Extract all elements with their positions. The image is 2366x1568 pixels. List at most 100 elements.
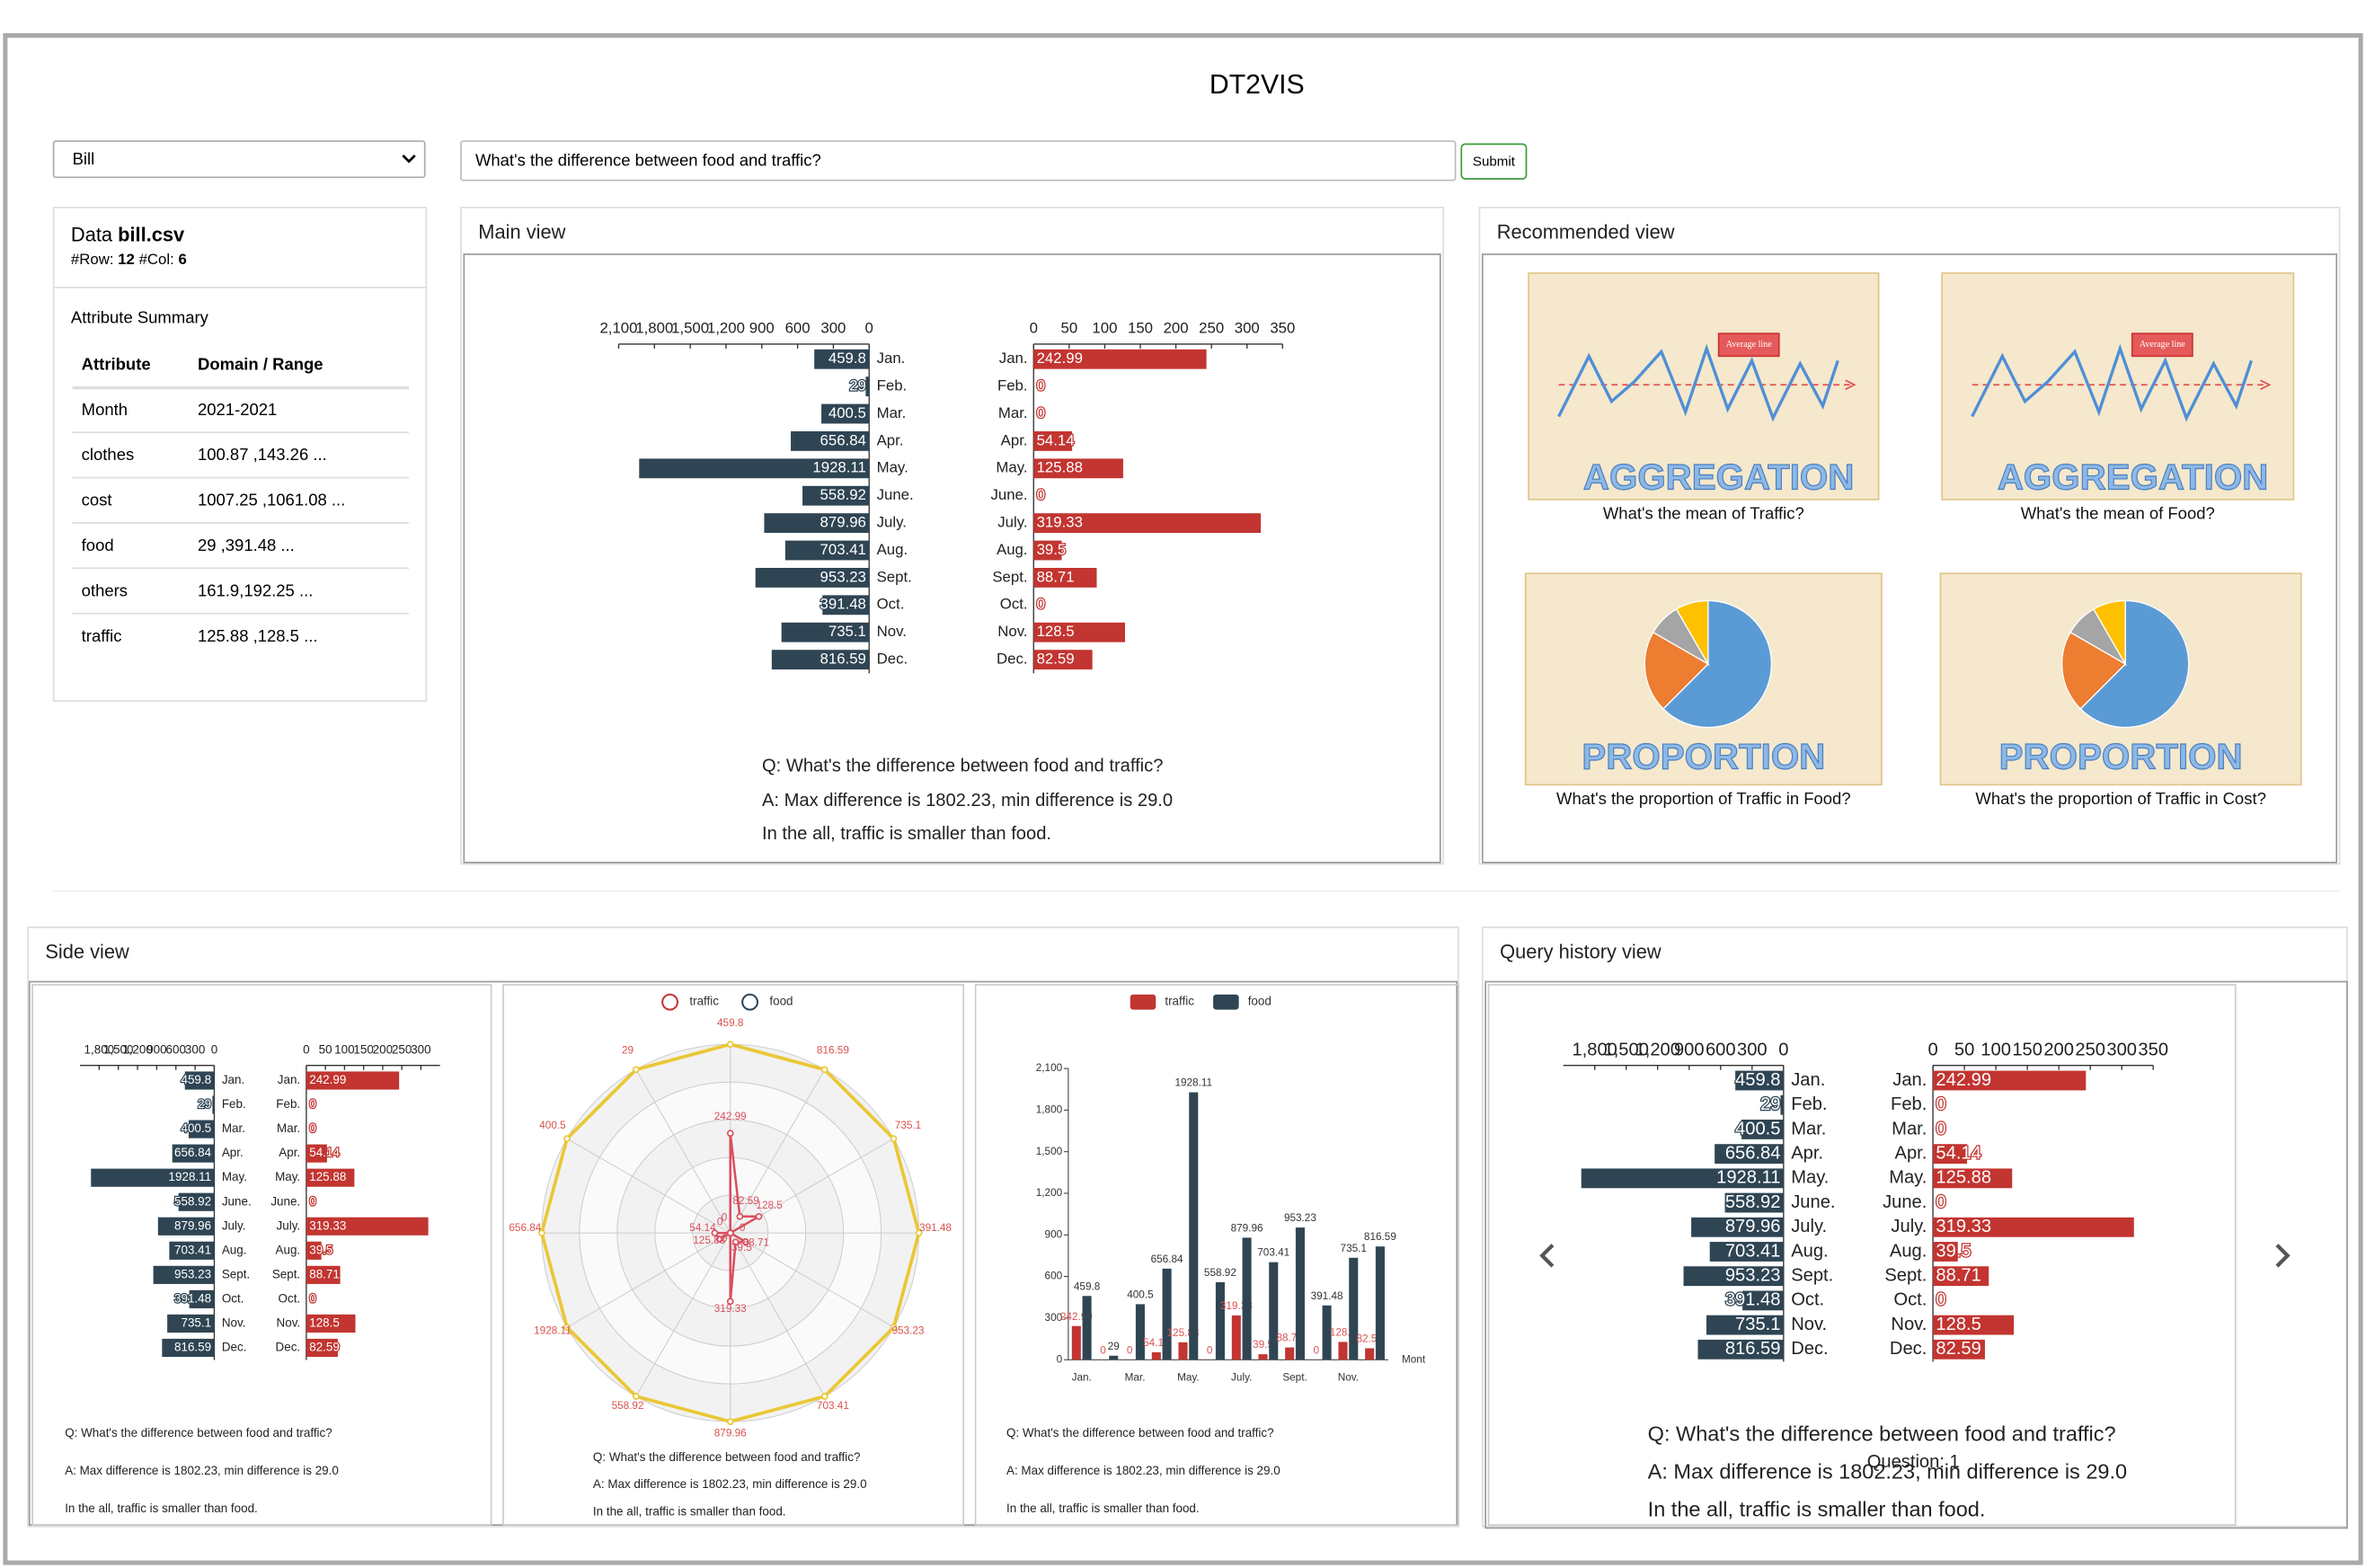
card-caption[interactable]: What's the mean of Food? — [2021, 504, 2215, 523]
value-label: 39.5 — [309, 1243, 332, 1256]
bar — [764, 513, 870, 534]
bar — [1231, 1315, 1241, 1360]
pie-slice[interactable] — [1662, 599, 1773, 729]
x-tick-label: 300 — [1235, 320, 1260, 337]
x-tick-label: 1,200 — [1635, 1040, 1680, 1059]
legend-label[interactable]: traffic — [689, 995, 719, 1008]
value-label: 125.88 — [309, 1170, 346, 1183]
card-caption[interactable]: What's the proportion of Traffic in Food… — [1556, 789, 1851, 808]
bar — [306, 1241, 322, 1260]
value-label: 879.96 — [174, 1218, 211, 1232]
legend-label[interactable]: food — [1248, 995, 1272, 1008]
category-label: Jan. — [222, 1073, 244, 1086]
category-label: Nov. — [1891, 1315, 1927, 1334]
row-rule — [72, 476, 410, 479]
flag[interactable] — [2131, 332, 2193, 358]
value-label: 703.41 — [174, 1243, 211, 1256]
value-label: 0 — [309, 1194, 315, 1208]
legend-marker[interactable] — [741, 993, 758, 1011]
category-label: Oct. — [279, 1291, 301, 1305]
arrow-head[interactable] — [2260, 379, 2272, 391]
flag-label[interactable]: Average line — [2140, 340, 2185, 350]
pie-slice[interactable] — [2092, 599, 2126, 667]
flag[interactable] — [1717, 332, 1780, 358]
card-badge[interactable]: AGGREGATION — [1997, 456, 2269, 498]
y-tick-label: 0 — [1057, 1353, 1063, 1365]
zigzag[interactable] — [1557, 343, 1839, 422]
radar-point — [820, 1066, 829, 1074]
answer-text: A: Max difference is 1802.23, min differ… — [1006, 1464, 1280, 1477]
prev-arrow[interactable] — [1539, 1244, 1555, 1268]
answer-text: Q: What's the difference between food an… — [65, 1426, 332, 1440]
category-label: Apr. — [1895, 1143, 1927, 1163]
value-label: 558.92 — [612, 1400, 644, 1412]
pie-slice[interactable] — [1644, 631, 1709, 710]
value-label: 0 — [722, 1233, 728, 1245]
query-input[interactable]: What's the difference between food and t… — [460, 140, 1457, 182]
card-image[interactable] — [1528, 272, 1880, 501]
legend-label[interactable]: food — [769, 995, 793, 1008]
value-label: 128.5 — [756, 1200, 783, 1211]
radar-point — [716, 1236, 723, 1243]
value-label: 39.5 — [1037, 541, 1067, 558]
next-arrow[interactable] — [2275, 1244, 2291, 1268]
pie-slice[interactable] — [2061, 631, 2127, 710]
pie-slice[interactable] — [1675, 599, 1709, 667]
answer-text: In the all, traffic is smaller than food… — [593, 1504, 786, 1518]
x-tick-label: 0 — [211, 1042, 217, 1056]
legend-marker[interactable] — [1130, 994, 1156, 1010]
value-label: 0 — [1100, 1344, 1106, 1356]
pie-slice[interactable] — [2079, 599, 2190, 729]
category-label: Aug. — [222, 1243, 247, 1256]
bar — [212, 1095, 215, 1114]
radar-point — [632, 1393, 640, 1400]
radar-point — [820, 1393, 829, 1400]
value-label: 879.96 — [1725, 1217, 1781, 1236]
x-tick-label: 600 — [1706, 1040, 1736, 1059]
legend-label[interactable]: traffic — [1165, 995, 1194, 1008]
bar — [1735, 1070, 1784, 1091]
card-caption[interactable]: What's the proportion of Traffic in Cost… — [1975, 789, 2265, 808]
submit-button[interactable]: Submit — [1460, 143, 1528, 180]
category-label: June. — [222, 1194, 252, 1208]
x-tick-label: 150 — [353, 1042, 373, 1056]
value-label: 0 — [1936, 1094, 1945, 1114]
value-label: 82.59 — [309, 1341, 340, 1354]
card-badge[interactable]: PROPORTION — [1582, 736, 1826, 777]
category-label: Apr. — [877, 431, 904, 448]
bar — [1933, 1217, 2134, 1237]
card-badge[interactable]: AGGREGATION — [1582, 456, 1855, 498]
y-tick-label: 1,800 — [1036, 1104, 1063, 1116]
legend-marker[interactable] — [1213, 994, 1239, 1010]
bar — [1691, 1217, 1784, 1237]
dataset-select[interactable]: Bill — [52, 140, 426, 179]
x-tick-label: 100 — [1981, 1040, 2011, 1059]
recommendation-card[interactable]: PROPORTION What's the proportion of Traff… — [1524, 572, 1883, 808]
card-badge[interactable]: PROPORTION — [1998, 736, 2243, 777]
x-tick-label: 150 — [2012, 1040, 2043, 1059]
card-image[interactable] — [1941, 272, 2295, 501]
value-label: 735.1 — [895, 1120, 921, 1131]
flag-label[interactable]: Average line — [1726, 340, 1772, 350]
side-panel — [31, 984, 492, 1526]
y-tick-label: 300 — [1045, 1312, 1063, 1324]
arrow-head[interactable] — [1845, 379, 1856, 391]
dataset-option[interactable]: Bill — [72, 150, 95, 170]
recommendation-card[interactable]: PROPORTION What's the proportion of Traff… — [1939, 572, 2302, 808]
bar — [306, 1168, 355, 1187]
legend-marker[interactable] — [661, 993, 678, 1011]
category-label: Aug. — [877, 541, 908, 558]
zigzag[interactable] — [1971, 343, 2253, 422]
recommendation-card[interactable]: Average line AGGREGATION What's the mean o… — [1941, 272, 2295, 523]
recommendation-card[interactable]: Average line AGGREGATION What's the mean o… — [1528, 272, 1880, 523]
x-tick-label: 1,200 — [707, 320, 745, 337]
x-tick-label: 1,800 — [635, 320, 673, 337]
category-label: June. — [1883, 1192, 1927, 1212]
cell: clothes — [81, 447, 135, 465]
value-label: 656.84 — [1725, 1143, 1781, 1163]
bar — [1322, 1305, 1332, 1360]
bar — [1033, 458, 1123, 479]
answer-text: A: Max difference is 1802.23, min differ… — [1648, 1459, 2127, 1483]
card-caption[interactable]: What's the mean of Traffic? — [1603, 504, 1804, 523]
value-label: 0 — [740, 1222, 746, 1234]
